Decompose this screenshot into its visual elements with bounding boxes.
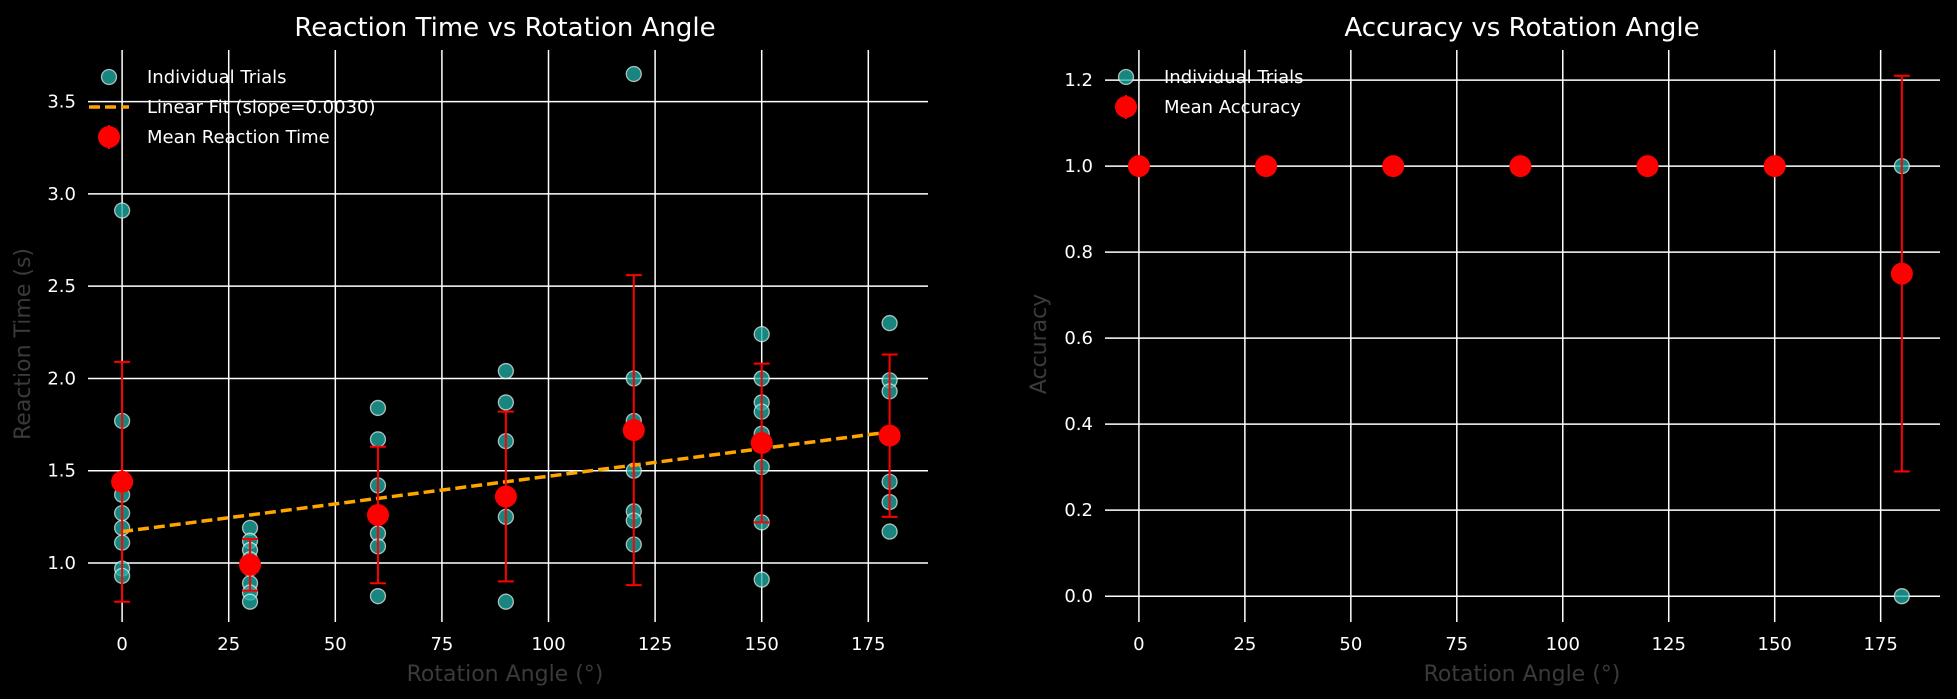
x-tick-label: 150 xyxy=(1758,634,1792,655)
y-tick-label: 1.2 xyxy=(1064,70,1093,91)
mean-point xyxy=(1763,155,1786,178)
trial-point xyxy=(369,399,387,417)
x-tick-label: 125 xyxy=(638,634,672,655)
x-tick-label: 75 xyxy=(1445,634,1468,655)
mean-point xyxy=(750,432,773,455)
trial-point xyxy=(753,326,770,343)
y-tick-label: 0.4 xyxy=(1064,414,1093,435)
legend-swatch-mean xyxy=(1115,96,1137,118)
mean-point xyxy=(1127,155,1150,178)
mean-point xyxy=(1890,262,1913,285)
series-mean xyxy=(111,274,901,603)
mean-point xyxy=(622,419,645,442)
x-tick-label: 50 xyxy=(324,634,347,655)
x-axis-label: Rotation Angle (°) xyxy=(407,662,604,687)
legend-entry: Linear Fit (slope=0.0030) xyxy=(89,97,376,118)
mean-point xyxy=(111,470,134,493)
x-tick-label: 25 xyxy=(1233,634,1256,655)
series-mean xyxy=(1127,74,1913,473)
mean-point xyxy=(494,485,517,508)
trial-point xyxy=(369,431,387,448)
legend-label: Individual Trials xyxy=(147,67,287,88)
trial-point xyxy=(625,65,642,83)
legend-label: Mean Reaction Time xyxy=(147,127,330,148)
mean-point xyxy=(1636,155,1659,178)
mean-point xyxy=(1382,155,1405,178)
mean-point xyxy=(366,503,389,526)
y-tick-label: 2.0 xyxy=(47,368,76,389)
trial-point xyxy=(241,593,259,610)
legend-label: Linear Fit (slope=0.0030) xyxy=(147,97,376,118)
legend-label: Individual Trials xyxy=(1164,67,1304,88)
y-tick-label: 1.0 xyxy=(47,553,76,574)
trial-point xyxy=(369,588,387,605)
x-tick-label: 50 xyxy=(1339,634,1362,655)
legend-label: Mean Accuracy xyxy=(1164,97,1301,118)
legend-entry: Individual Trials xyxy=(100,67,287,88)
legend-entry: Mean Accuracy xyxy=(1115,95,1301,119)
y-tick-label: 3.0 xyxy=(47,184,76,205)
y-tick-label: 0.0 xyxy=(1064,586,1093,607)
x-tick-label: 100 xyxy=(531,634,565,655)
trial-point xyxy=(113,202,131,219)
trial-point xyxy=(881,314,898,332)
legend: Individual Trials Mean Accuracy xyxy=(1115,67,1304,119)
trial-point xyxy=(881,523,898,540)
chart-title: Accuracy vs Rotation Angle xyxy=(1344,13,1699,43)
chart-reaction-time: Reaction Time vs Rotation Angle Rotation… xyxy=(11,13,928,687)
y-axis-label: Accuracy xyxy=(1027,294,1052,394)
x-tick-label: 175 xyxy=(1863,634,1897,655)
trial-point xyxy=(497,593,515,610)
x-tick-label: 0 xyxy=(1133,634,1144,655)
y-tick-label: 3.5 xyxy=(47,92,76,113)
legend-entry: Individual Trials xyxy=(1117,67,1304,88)
x-tick-label: 150 xyxy=(745,634,779,655)
y-tick-label: 0.2 xyxy=(1064,500,1093,521)
y-tick-label: 1.5 xyxy=(47,461,76,482)
mean-point xyxy=(1255,155,1278,178)
y-tick-label: 1.0 xyxy=(1064,156,1093,177)
y-tick-label: 2.5 xyxy=(47,276,76,297)
trial-point xyxy=(497,394,515,411)
chart-title: Reaction Time vs Rotation Angle xyxy=(294,13,715,43)
x-tick-label: 25 xyxy=(217,634,240,655)
x-tick-label: 75 xyxy=(430,634,453,655)
x-axis-label: Rotation Angle (°) xyxy=(1424,662,1621,687)
grid-lines xyxy=(1105,50,1940,622)
mean-point xyxy=(239,553,262,576)
legend-swatch-mean xyxy=(98,126,120,148)
x-tick-label: 125 xyxy=(1652,634,1686,655)
trial-point xyxy=(753,571,770,588)
chart-accuracy: Accuracy vs Rotation Angle Rotation Angl… xyxy=(1027,13,1940,687)
x-tick-label: 100 xyxy=(1546,634,1580,655)
y-tick-label: 0.8 xyxy=(1064,242,1093,263)
legend: Individual Trials Linear Fit (slope=0.003… xyxy=(89,67,376,149)
x-tick-label: 175 xyxy=(851,634,885,655)
trial-point xyxy=(1893,588,1911,605)
mean-point xyxy=(878,424,901,447)
legend-swatch-trials xyxy=(100,68,118,86)
series-individual-trials xyxy=(1130,157,1911,605)
x-tick-label: 0 xyxy=(116,634,127,655)
legend-swatch-trials xyxy=(1117,68,1135,86)
grid-lines xyxy=(88,50,928,622)
y-tick-label: 0.6 xyxy=(1064,328,1093,349)
legend-entry: Mean Reaction Time xyxy=(98,125,330,149)
trial-point xyxy=(497,362,515,380)
mean-point xyxy=(1509,155,1532,178)
y-axis-label: Reaction Time (s) xyxy=(11,248,36,440)
